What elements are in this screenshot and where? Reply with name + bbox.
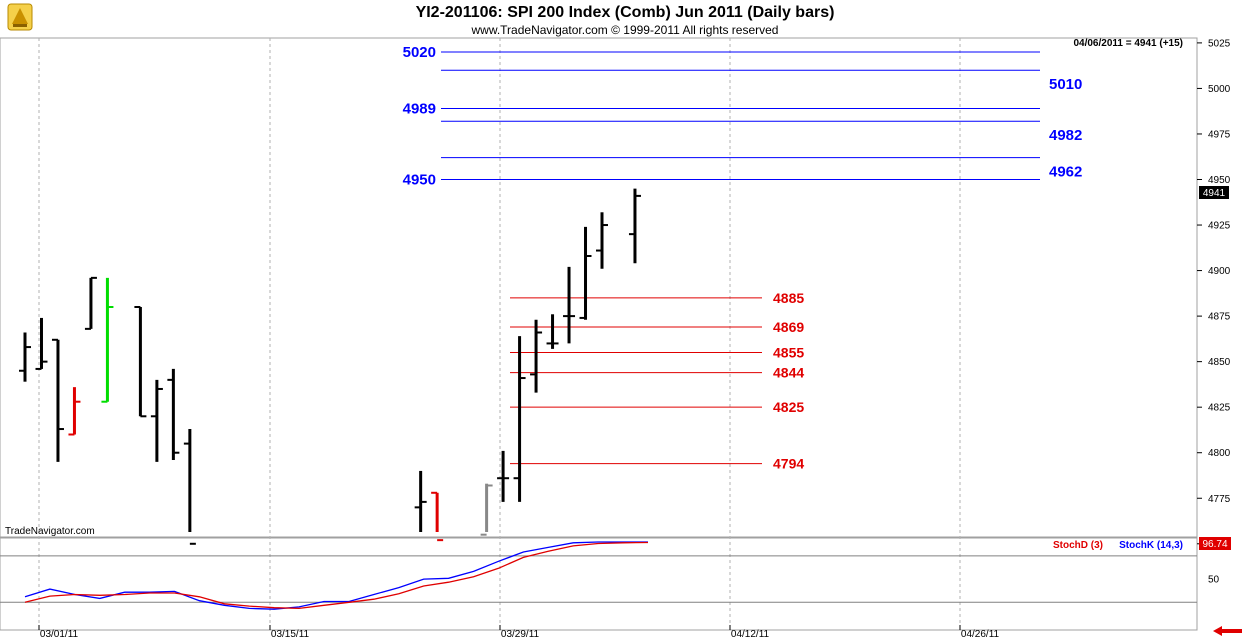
price-levels: 5020 5010 4989 4982 4962 4950 4885 4869 4855 4844… (403, 44, 1083, 472)
ohlc-bar (183, 429, 196, 545)
ohlc-bar (84, 276, 97, 330)
resistance-label: 5010 (1049, 76, 1082, 93)
stoch-d-line (24, 541, 649, 610)
resistance-label: 4950 (403, 172, 436, 189)
resistance-label: 5020 (403, 44, 436, 61)
stoch-tick-label: 50 (1208, 575, 1220, 586)
ohlc-bar (546, 314, 559, 349)
ohlc-bar (35, 317, 48, 370)
stoch-k-line (24, 541, 648, 610)
price-tick-label: 5000 (1208, 84, 1231, 95)
date-tick-label: 03/29/11 (501, 629, 540, 640)
ohlc-bar (563, 266, 576, 344)
stoch-value-tag (1199, 537, 1231, 550)
date-tick-label: 03/15/11 (271, 629, 310, 640)
chart-subtitle: www.TradeNavigator.com © 1999-2011 All r… (471, 23, 779, 37)
resistance-label: 4982 (1049, 127, 1082, 144)
support-label: 4794 (773, 456, 804, 472)
resistance-label: 4989 (403, 100, 436, 117)
price-tick-label: 5025 (1208, 38, 1231, 49)
watermark-text: TradeNavigator.com (5, 526, 95, 537)
stochastic-pane (0, 537, 1198, 631)
scroll-left-arrow-icon[interactable] (1213, 626, 1242, 636)
stoch-value-tag-text: 96.74 (1202, 539, 1227, 550)
ohlc-bars (19, 188, 641, 545)
price-pane (0, 37, 1198, 538)
price-tick-label: 4975 (1208, 129, 1231, 140)
support-label: 4825 (773, 399, 804, 415)
ohlc-bar (150, 379, 163, 462)
resistance-label: 4962 (1049, 164, 1082, 181)
support-label: 4855 (773, 345, 804, 361)
support-label: 4844 (773, 365, 804, 381)
support-label: 4869 (773, 319, 804, 335)
ohlc-bar (19, 332, 31, 382)
chart-title: YI2-201106: SPI 200 Index (Comb) Jun 201… (416, 4, 835, 21)
price-tick-label: 4925 (1208, 221, 1231, 232)
price-tick-label: 4900 (1208, 266, 1231, 277)
ohlc-bar (497, 450, 510, 502)
price-tick-label: 4950 (1208, 175, 1231, 186)
date-axis: 03/01/11 03/15/11 03/29/11 04/12/11 04/26/11 (38, 625, 1000, 640)
last-price-label: 04/06/2011 = 4941 (+15) (1073, 38, 1183, 49)
ohlc-bar (628, 188, 641, 264)
ohlc-bar (480, 483, 493, 536)
ohlc-bar (51, 338, 64, 462)
support-label: 4885 (773, 290, 804, 306)
stoch-d-label: StochD (3) (1053, 540, 1103, 551)
date-tick-label: 04/26/11 (961, 629, 1000, 640)
price-axis: 4750477548004825485048754900492549504975… (1197, 38, 1231, 550)
stoch-k-label: StochK (14,3) (1119, 540, 1183, 551)
ohlc-bar (596, 212, 608, 269)
price-tick-label: 4800 (1208, 448, 1231, 459)
ohlc-bar (513, 336, 526, 502)
trade-navigator-logo-icon (7, 3, 33, 31)
ohlc-bar (579, 226, 592, 320)
date-tick-label: 04/12/11 (731, 629, 770, 640)
ohlc-bar (167, 368, 180, 460)
ohlc-bar (68, 387, 81, 436)
stochastic-lines: 50 (0, 541, 1220, 610)
ohlc-bar (101, 277, 114, 403)
price-tick-label: 4850 (1208, 357, 1231, 368)
last-price-tag-text: 4941 (1203, 188, 1226, 199)
last-price-tag (1199, 186, 1229, 199)
price-tick-label: 4775 (1208, 494, 1231, 505)
price-tick-label: 4825 (1208, 403, 1231, 414)
ohlc-bar (530, 319, 543, 393)
price-tick-label: 4875 (1208, 312, 1231, 323)
vertical-grid (38, 38, 961, 630)
date-tick-label: 03/01/11 (40, 629, 79, 640)
ohlc-bar (134, 306, 147, 418)
ohlc-bar (431, 491, 444, 542)
ohlc-bar (414, 470, 427, 532)
